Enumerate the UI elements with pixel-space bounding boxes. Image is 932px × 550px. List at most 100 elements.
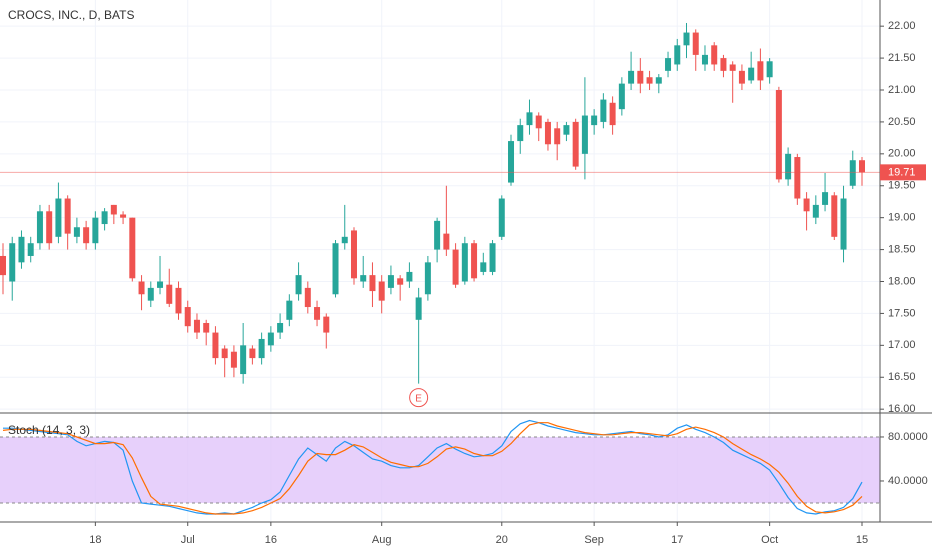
y-tick-label: 80.0000 — [888, 431, 928, 443]
x-tick-label: 18 — [89, 534, 101, 546]
candle-body — [101, 211, 108, 225]
candle-body — [36, 211, 43, 244]
x-tick-label: 17 — [671, 534, 683, 546]
x-tick-label: Jul — [181, 534, 195, 546]
candle-body — [350, 230, 357, 279]
candle-body — [258, 338, 265, 359]
candle-body — [508, 141, 515, 183]
candle-body — [434, 220, 441, 250]
candle-body — [277, 322, 284, 333]
x-tick-label: 15 — [856, 534, 868, 546]
y-tick-label: 20.00 — [888, 148, 916, 160]
candle-body — [360, 275, 367, 282]
candle-body — [267, 332, 274, 346]
candle-body — [64, 198, 71, 234]
y-tick-label: 40.0000 — [888, 475, 928, 487]
candle-body — [120, 214, 127, 218]
candle-body — [674, 45, 681, 65]
indicator-title: Stoch (14, 3, 3) — [8, 423, 90, 437]
candle-body — [572, 121, 579, 167]
candle-body — [406, 271, 413, 282]
x-tick-label: Oct — [761, 534, 778, 546]
candle-body — [378, 281, 385, 301]
candle-body — [849, 160, 856, 186]
candle-body — [831, 195, 838, 237]
candle-body — [443, 233, 450, 250]
candle-body — [591, 115, 598, 126]
last-price-label: 19.71 — [888, 166, 916, 178]
candle-body — [609, 102, 616, 126]
candle-body — [212, 332, 219, 359]
candle-body — [526, 112, 533, 126]
candle-body — [83, 227, 90, 244]
x-tick-label: Sep — [584, 534, 604, 546]
candle-body — [840, 198, 847, 250]
plot — [0, 22, 880, 515]
x-tick-label: 20 — [496, 534, 508, 546]
y-tick-label: 21.50 — [888, 52, 916, 64]
candle-body — [55, 198, 62, 237]
candle-body — [230, 351, 237, 368]
candle-body — [766, 61, 773, 78]
candle-body — [480, 262, 487, 272]
candle-body — [166, 284, 173, 304]
candle-body — [184, 307, 191, 327]
candle-body — [683, 32, 690, 46]
candle-body — [822, 192, 829, 205]
candle-body — [471, 243, 478, 279]
indicator-line — [2, 422, 863, 515]
candle-body — [729, 64, 736, 71]
candle-body — [157, 281, 164, 288]
candle-body — [785, 153, 792, 180]
event-marker — [409, 388, 429, 408]
candle-body — [341, 236, 348, 244]
candle-body — [720, 58, 727, 71]
candle-body — [138, 281, 145, 295]
y-tick-label: 16.00 — [888, 403, 916, 415]
candle-body — [240, 345, 247, 375]
candle-body — [415, 297, 422, 320]
candle-body — [775, 90, 782, 180]
y-tick-label: 19.00 — [888, 212, 916, 224]
candle-body — [175, 287, 182, 314]
x-tick-label: Aug — [372, 534, 392, 546]
candle-body — [517, 125, 524, 142]
candle-body — [369, 275, 376, 292]
candle-body — [637, 70, 644, 84]
candle-body — [535, 115, 542, 129]
candle-body — [498, 198, 505, 237]
candle-body — [461, 243, 468, 282]
candle-body — [711, 45, 718, 65]
candle-body — [46, 211, 53, 244]
indicator-line — [3, 419, 863, 515]
candle-body — [665, 58, 672, 71]
candle-body — [332, 243, 339, 295]
candle-body — [701, 54, 708, 65]
candle-body — [387, 275, 394, 288]
y-tick-label: 22.00 — [888, 20, 916, 32]
y-tick-label: 18.50 — [888, 243, 916, 255]
candle-body — [489, 243, 496, 272]
candle-body — [147, 287, 154, 301]
candle-body — [794, 157, 801, 199]
y-tick-label: 17.50 — [888, 307, 916, 319]
candle-body — [0, 255, 6, 276]
candle-body — [314, 307, 321, 320]
candle-body — [646, 77, 653, 84]
candle-body — [554, 128, 561, 145]
y-tick-label: 19.50 — [888, 180, 916, 192]
candle-body — [203, 322, 210, 333]
candle-body — [452, 249, 459, 285]
candle-body — [304, 287, 311, 308]
event-label: E — [415, 393, 422, 404]
candle-body — [563, 125, 570, 135]
candle-body — [738, 70, 745, 84]
chart-title: CROCS, INC., D, BATS — [8, 8, 134, 22]
candle-body — [18, 236, 25, 263]
candle-body — [424, 262, 431, 295]
candle-body — [803, 198, 810, 212]
indicator-band — [0, 436, 880, 503]
y-tick-label: 20.50 — [888, 116, 916, 128]
candle-body — [618, 83, 625, 110]
